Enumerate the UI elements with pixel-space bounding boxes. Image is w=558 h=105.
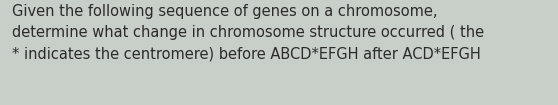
Text: Given the following sequence of genes on a chromosome,
determine what change in : Given the following sequence of genes on… xyxy=(12,4,484,61)
